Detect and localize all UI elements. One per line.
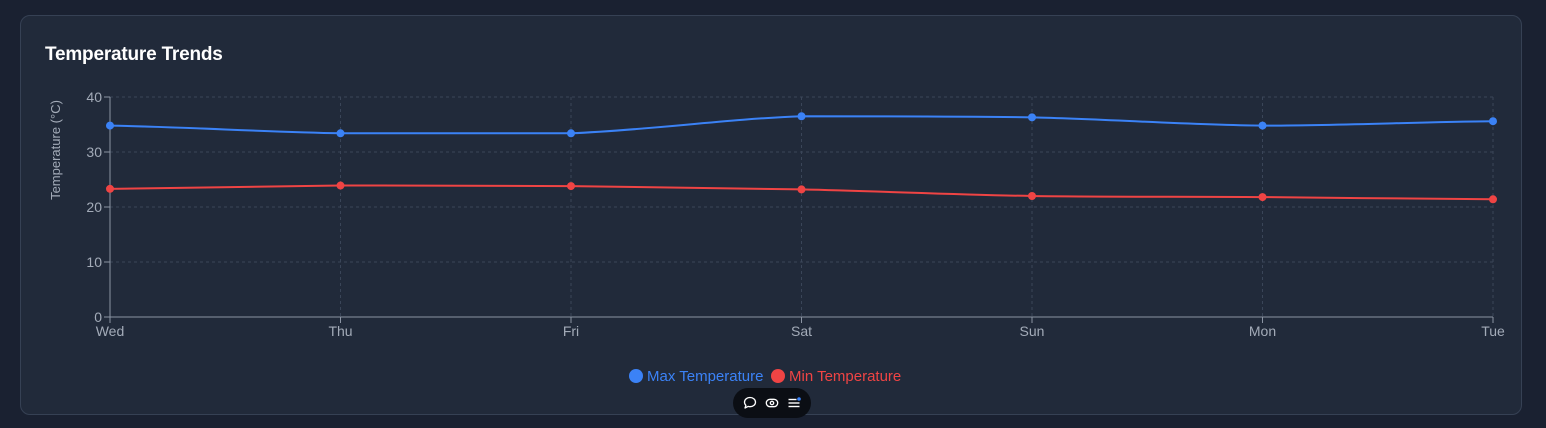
x-tick-label: Sat [791, 323, 812, 339]
comment-icon[interactable] [741, 394, 759, 412]
y-tick-label: 0 [94, 309, 102, 325]
floating-toolbar [733, 388, 811, 418]
data-point-max-temperature[interactable] [797, 112, 806, 121]
data-point-min-temperature[interactable] [1489, 195, 1497, 204]
menu-icon[interactable] [785, 394, 803, 412]
data-point-min-temperature[interactable] [1258, 193, 1267, 202]
eye-icon[interactable] [763, 394, 781, 412]
data-point-max-temperature[interactable] [1489, 117, 1497, 126]
data-point-min-temperature[interactable] [797, 185, 806, 194]
x-tick-label: Tue [1481, 323, 1505, 339]
data-point-min-temperature[interactable] [106, 184, 114, 193]
x-tick-label: Wed [96, 323, 125, 339]
data-point-max-temperature[interactable] [567, 129, 575, 138]
chart-card: Temperature Trends [20, 15, 1522, 415]
x-tick-label: Thu [328, 323, 352, 339]
x-tick-label: Fri [563, 323, 579, 339]
x-tick-label: Mon [1249, 323, 1276, 339]
y-tick-label: 40 [86, 89, 102, 105]
legend-label-min-temperature: Min Temperature [789, 368, 901, 385]
x-tick-label: Sun [1020, 323, 1045, 339]
data-point-max-temperature[interactable] [1258, 121, 1267, 130]
legend-label-max-temperature: Max Temperature [647, 368, 763, 385]
data-point-max-temperature[interactable] [1028, 113, 1036, 122]
y-axis-title: Temperature (°C) [48, 100, 63, 200]
data-point-max-temperature[interactable] [106, 121, 114, 130]
chart-title: Temperature Trends [45, 44, 223, 65]
y-tick-label: 10 [86, 254, 102, 270]
data-point-min-temperature[interactable] [1028, 192, 1036, 200]
data-point-max-temperature[interactable] [336, 129, 345, 138]
data-point-min-temperature[interactable] [567, 182, 575, 191]
data-point-min-temperature[interactable] [336, 181, 345, 190]
y-tick-label: 30 [86, 144, 102, 160]
legend-marker-max-temperature[interactable] [629, 369, 643, 383]
y-tick-label: 20 [86, 199, 102, 215]
legend-marker-min-temperature[interactable] [771, 369, 785, 383]
